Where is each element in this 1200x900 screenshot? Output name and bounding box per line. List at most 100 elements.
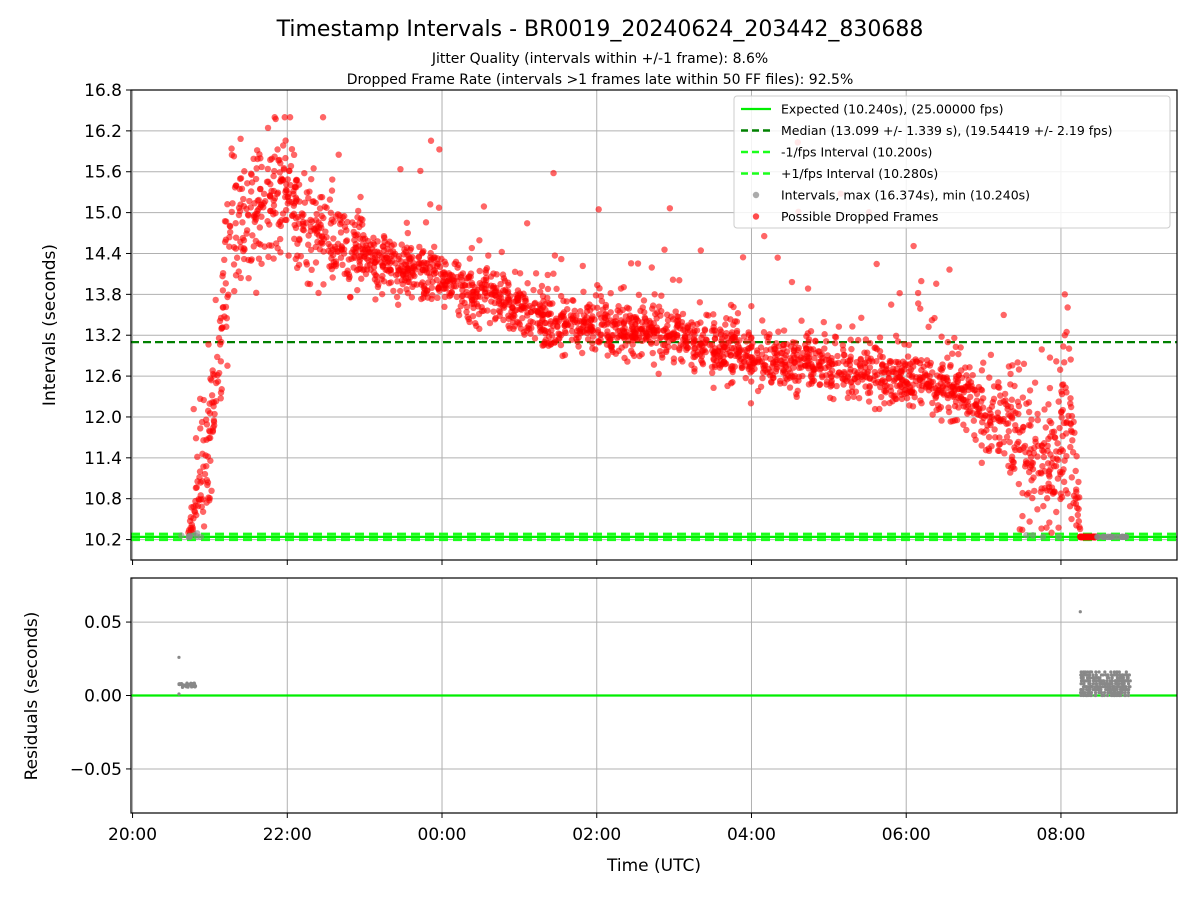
residual-point — [1086, 670, 1090, 674]
interval-point — [516, 270, 524, 277]
interval-point — [947, 418, 954, 425]
interval-point — [1019, 526, 1026, 534]
interval-point — [334, 248, 342, 255]
residual-point — [1093, 690, 1098, 695]
interval-point — [840, 351, 848, 359]
interval-point — [325, 240, 332, 248]
residual-point — [190, 682, 195, 686]
interval-point — [1060, 419, 1068, 427]
interval-point — [1093, 533, 1101, 541]
interval-point — [1026, 518, 1033, 525]
residual-point — [1109, 693, 1113, 698]
interval-point — [1058, 414, 1065, 421]
interval-point — [1085, 533, 1093, 541]
top-y-ticks: 10.2 10.8 11.4 12.0 12.6 13.2 13.8 14.4 15.0 15.6… — [84, 81, 131, 551]
residual-point — [1110, 673, 1114, 677]
interval-point — [495, 307, 503, 314]
interval-point — [597, 292, 605, 300]
interval-point — [1000, 311, 1007, 319]
interval-point — [1060, 478, 1068, 486]
residual-point — [1081, 688, 1085, 692]
interval-point — [577, 308, 584, 315]
interval-point — [509, 304, 516, 312]
interval-point — [886, 399, 893, 407]
interval-point — [607, 289, 614, 297]
residual-point — [1118, 688, 1123, 692]
interval-point — [957, 344, 964, 351]
interval-point — [1015, 366, 1023, 373]
interval-point — [476, 267, 483, 275]
interval-point — [786, 384, 794, 391]
interval-point — [266, 192, 273, 200]
interval-point — [747, 378, 755, 385]
interval-point — [989, 399, 996, 406]
interval-point — [1032, 438, 1039, 446]
interval-point — [246, 197, 253, 205]
interval-point — [256, 151, 263, 158]
interval-point — [397, 266, 405, 273]
residual-point — [1079, 670, 1083, 674]
residual-point — [1116, 682, 1120, 686]
interval-point — [396, 287, 404, 295]
interval-point — [1019, 489, 1026, 497]
interval-point — [577, 326, 584, 333]
interval-point — [634, 260, 642, 267]
interval-point — [210, 403, 217, 410]
interval-point — [798, 317, 805, 324]
interval-point — [1012, 409, 1019, 417]
interval-point — [1006, 438, 1013, 446]
bottom-y-tick-label: 0.05 — [84, 613, 122, 633]
interval-point — [663, 347, 670, 354]
residual-point — [1123, 688, 1127, 692]
interval-point — [612, 313, 620, 321]
interval-point — [620, 283, 627, 291]
interval-point — [435, 285, 442, 292]
interval-point — [1060, 343, 1067, 350]
interval-point — [370, 240, 377, 247]
interval-point — [690, 350, 697, 357]
interval-point — [878, 378, 886, 385]
interval-point — [381, 255, 388, 262]
interval-point — [1007, 381, 1014, 388]
interval-point — [1022, 458, 1030, 465]
interval-point — [1062, 487, 1070, 494]
interval-point — [744, 352, 751, 360]
interval-point — [879, 353, 886, 361]
interval-point — [1065, 345, 1073, 352]
interval-point — [550, 169, 557, 177]
interval-point — [308, 266, 315, 274]
interval-point — [316, 246, 324, 253]
interval-point — [193, 533, 200, 540]
interval-point — [1043, 524, 1050, 531]
interval-point — [465, 282, 473, 289]
interval-point — [589, 339, 596, 347]
interval-point — [1055, 398, 1062, 405]
interval-point — [1045, 401, 1052, 408]
interval-point — [356, 253, 363, 261]
interval-point — [270, 255, 277, 262]
interval-point — [650, 361, 658, 368]
interval-point — [929, 411, 936, 418]
interval-point — [357, 193, 364, 201]
residual-point — [1112, 673, 1116, 677]
residual-point — [1104, 673, 1108, 677]
interval-point — [591, 316, 598, 323]
interval-point — [596, 285, 603, 292]
interval-point — [232, 220, 239, 227]
interval-point — [820, 318, 827, 326]
interval-point — [268, 155, 275, 162]
interval-point — [253, 165, 260, 172]
interval-point — [394, 301, 402, 308]
interval-point — [638, 337, 646, 345]
interval-point — [447, 278, 454, 285]
interval-point — [972, 436, 979, 443]
interval-point — [606, 337, 614, 344]
interval-point — [748, 302, 755, 310]
interval-point — [270, 197, 277, 204]
interval-point — [666, 205, 674, 212]
interval-point — [861, 349, 868, 356]
interval-point — [482, 269, 489, 276]
interval-point — [762, 347, 770, 354]
residual-point — [1085, 693, 1089, 698]
interval-point — [1074, 511, 1082, 519]
